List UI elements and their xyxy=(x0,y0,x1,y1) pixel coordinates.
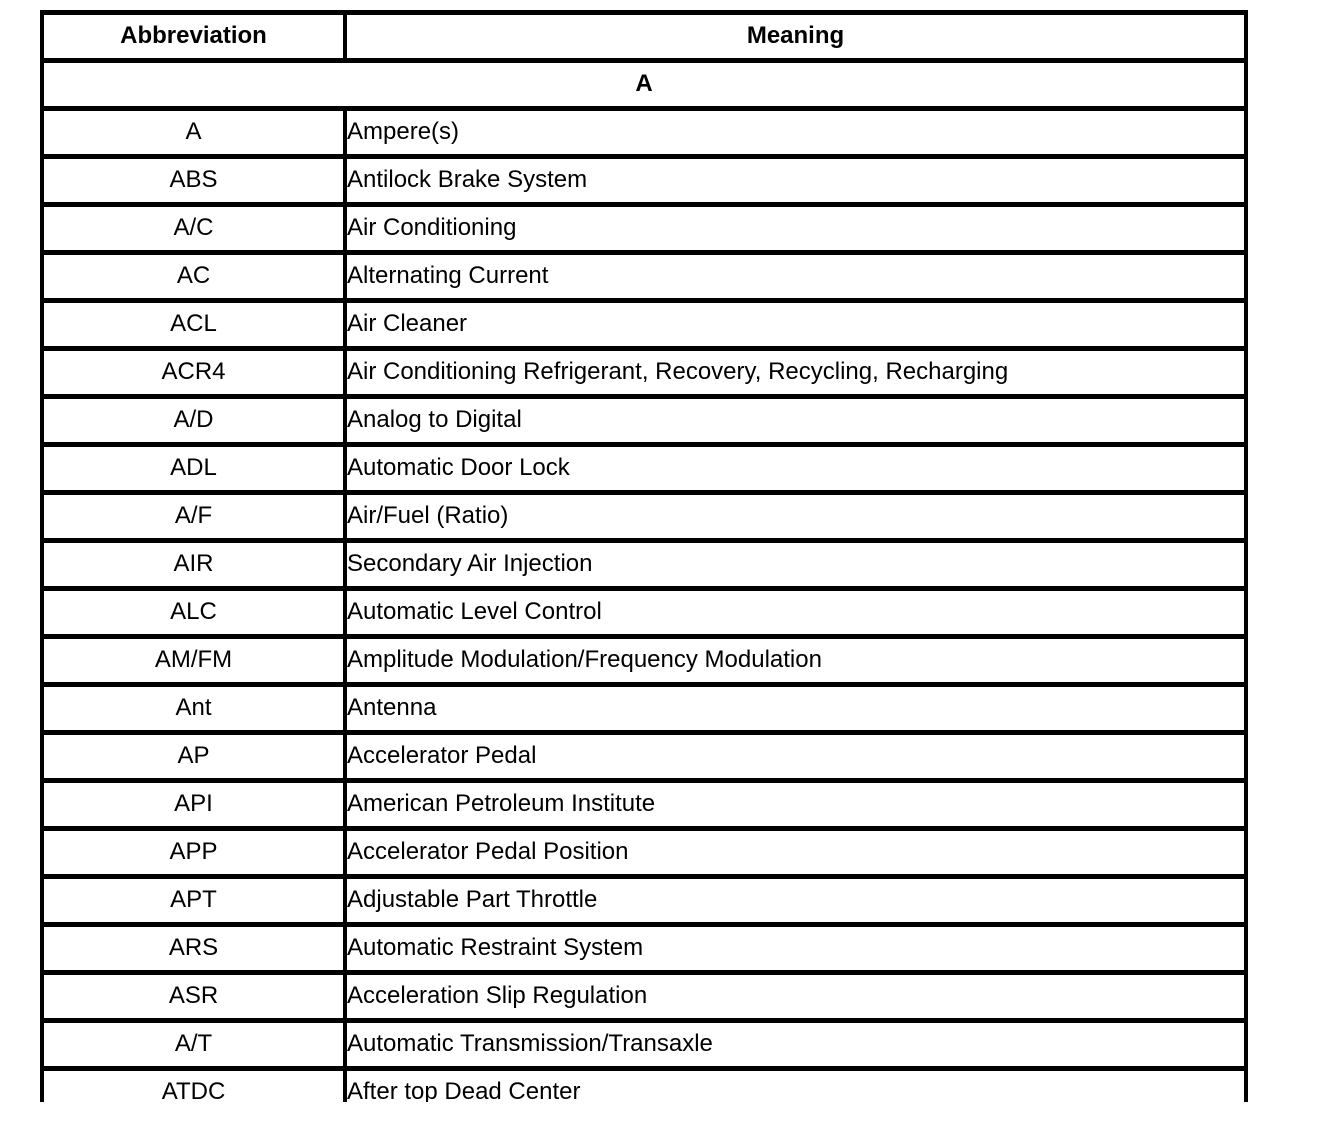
table-row: A/T Automatic Transmission/Transaxle xyxy=(40,1018,1248,1071)
abbreviation-cell: ABS xyxy=(40,154,347,207)
abbreviation-cell: ALC xyxy=(40,586,347,639)
table-row: ARS Automatic Restraint System xyxy=(40,922,1248,975)
table-row: AM/FM Amplitude Modulation/Frequency Mod… xyxy=(40,634,1248,687)
abbreviation-cell: A/D xyxy=(40,394,347,447)
table-row: API American Petroleum Institute xyxy=(40,778,1248,831)
table-row: A/C Air Conditioning xyxy=(40,202,1248,255)
meaning-cell: Automatic Restraint System xyxy=(343,922,1248,975)
abbreviation-cell: API xyxy=(40,778,347,831)
meaning-cell: Analog to Digital xyxy=(343,394,1248,447)
abbreviation-cell: A/C xyxy=(40,202,347,255)
abbreviation-cell: ATDC xyxy=(40,1066,347,1102)
meaning-cell: Automatic Transmission/Transaxle xyxy=(343,1018,1248,1071)
meaning-cell: Antilock Brake System xyxy=(343,154,1248,207)
abbreviation-cell: ADL xyxy=(40,442,347,495)
meaning-cell: Air Conditioning Refrigerant, Recovery, … xyxy=(343,346,1248,399)
table-row: ALC Automatic Level Control xyxy=(40,586,1248,639)
table-row: ADL Automatic Door Lock xyxy=(40,442,1248,495)
abbreviation-table: Abbreviation Meaning A A Ampere(s) ABS A… xyxy=(40,10,1248,1102)
table-row: AP Accelerator Pedal xyxy=(40,730,1248,783)
section-header-a: A xyxy=(40,58,1248,111)
meaning-cell: American Petroleum Institute xyxy=(343,778,1248,831)
meaning-cell: Air/Fuel (Ratio) xyxy=(343,490,1248,543)
abbreviation-column-header: Abbreviation xyxy=(40,10,347,63)
table-row: A/F Air/Fuel (Ratio) xyxy=(40,490,1248,543)
abbreviation-table-container: Abbreviation Meaning A A Ampere(s) ABS A… xyxy=(40,10,1248,1102)
meaning-cell: Air Cleaner xyxy=(343,298,1248,351)
abbreviation-cell: APT xyxy=(40,874,347,927)
header-row: Abbreviation Meaning xyxy=(40,10,1248,63)
abbreviation-cell: A/F xyxy=(40,490,347,543)
table-row: Ant Antenna xyxy=(40,682,1248,735)
table-row: APP Accelerator Pedal Position xyxy=(40,826,1248,879)
abbreviation-cell: ARS xyxy=(40,922,347,975)
meaning-cell: Antenna xyxy=(343,682,1248,735)
section-header-row: A xyxy=(40,58,1248,111)
meaning-column-header: Meaning xyxy=(343,10,1248,63)
table-row: APT Adjustable Part Throttle xyxy=(40,874,1248,927)
table-row: ABS Antilock Brake System xyxy=(40,154,1248,207)
abbreviation-cell: ACL xyxy=(40,298,347,351)
meaning-cell: Accelerator Pedal Position xyxy=(343,826,1248,879)
abbreviation-cell: AM/FM xyxy=(40,634,347,687)
meaning-cell: Acceleration Slip Regulation xyxy=(343,970,1248,1023)
abbreviation-cell: Ant xyxy=(40,682,347,735)
abbreviation-cell: AC xyxy=(40,250,347,303)
meaning-cell: Alternating Current xyxy=(343,250,1248,303)
meaning-cell: Automatic Level Control xyxy=(343,586,1248,639)
abbreviation-cell: AP xyxy=(40,730,347,783)
abbreviation-cell: AIR xyxy=(40,538,347,591)
abbreviation-cell: ACR4 xyxy=(40,346,347,399)
meaning-cell: Air Conditioning xyxy=(343,202,1248,255)
abbreviation-cell: APP xyxy=(40,826,347,879)
abbreviation-cell: A xyxy=(40,106,347,159)
table-row: ACR4 Air Conditioning Refrigerant, Recov… xyxy=(40,346,1248,399)
abbreviation-cell: A/T xyxy=(40,1018,347,1071)
table-row: ATDC After top Dead Center xyxy=(40,1066,1248,1102)
table-row: AIR Secondary Air Injection xyxy=(40,538,1248,591)
table-body: A A Ampere(s) ABS Antilock Brake System … xyxy=(40,58,1248,1102)
table-row: AC Alternating Current xyxy=(40,250,1248,303)
meaning-cell: Adjustable Part Throttle xyxy=(343,874,1248,927)
meaning-cell: Ampere(s) xyxy=(343,106,1248,159)
meaning-cell: Secondary Air Injection xyxy=(343,538,1248,591)
meaning-cell: Automatic Door Lock xyxy=(343,442,1248,495)
abbreviation-cell: ASR xyxy=(40,970,347,1023)
table-row: A Ampere(s) xyxy=(40,106,1248,159)
meaning-cell: Amplitude Modulation/Frequency Modulatio… xyxy=(343,634,1248,687)
table-row: ACL Air Cleaner xyxy=(40,298,1248,351)
meaning-cell: Accelerator Pedal xyxy=(343,730,1248,783)
table-row: ASR Acceleration Slip Regulation xyxy=(40,970,1248,1023)
meaning-cell: After top Dead Center xyxy=(343,1066,1248,1102)
table-row: A/D Analog to Digital xyxy=(40,394,1248,447)
